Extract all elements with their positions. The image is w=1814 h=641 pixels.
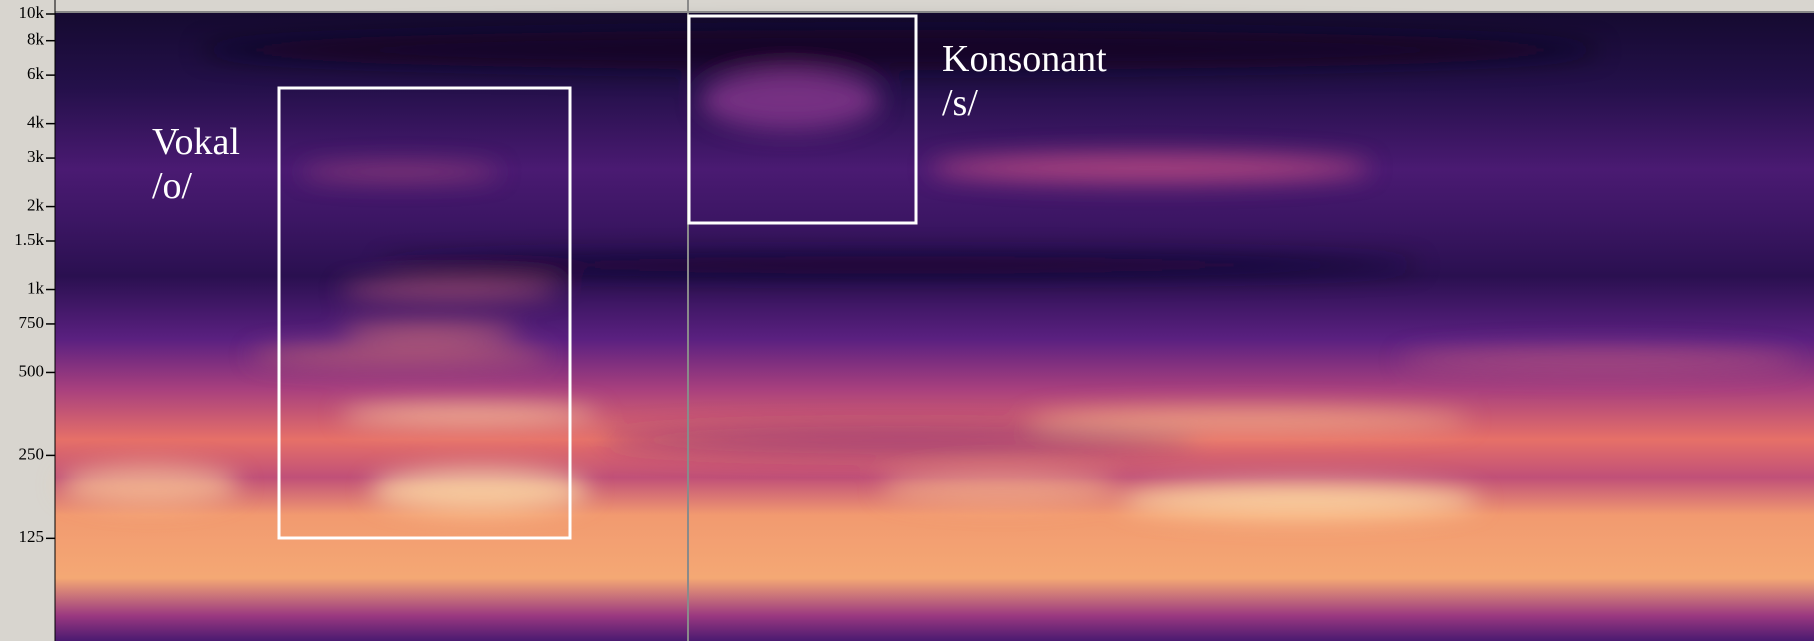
spectrogram-texture	[60, 30, 1800, 518]
y-tick-label: 1.5k	[14, 230, 44, 249]
y-tick-label: 1k	[27, 278, 45, 297]
annotation: Konsonant	[942, 38, 1107, 80]
y-tick-label: 3k	[27, 147, 45, 166]
spectrogram-background	[55, 12, 1814, 641]
annotation: /s/	[942, 82, 978, 124]
y-tick-label: 750	[19, 313, 45, 332]
vowel-box	[277, 86, 572, 540]
y-tick-label: 8k	[27, 30, 45, 49]
y-tick-label: 4k	[27, 113, 45, 132]
y-tick-label: 125	[19, 527, 45, 546]
annotation: /o/	[152, 165, 193, 207]
y-tick-label: 10k	[19, 3, 45, 22]
annotation: Vokal	[152, 121, 240, 163]
y-tick-label: 250	[19, 444, 45, 463]
y-tick-label: 2k	[27, 195, 45, 214]
consonant-box	[687, 14, 918, 225]
y-tick-label: 500	[19, 361, 45, 380]
y-tick-label: 6k	[27, 64, 45, 83]
